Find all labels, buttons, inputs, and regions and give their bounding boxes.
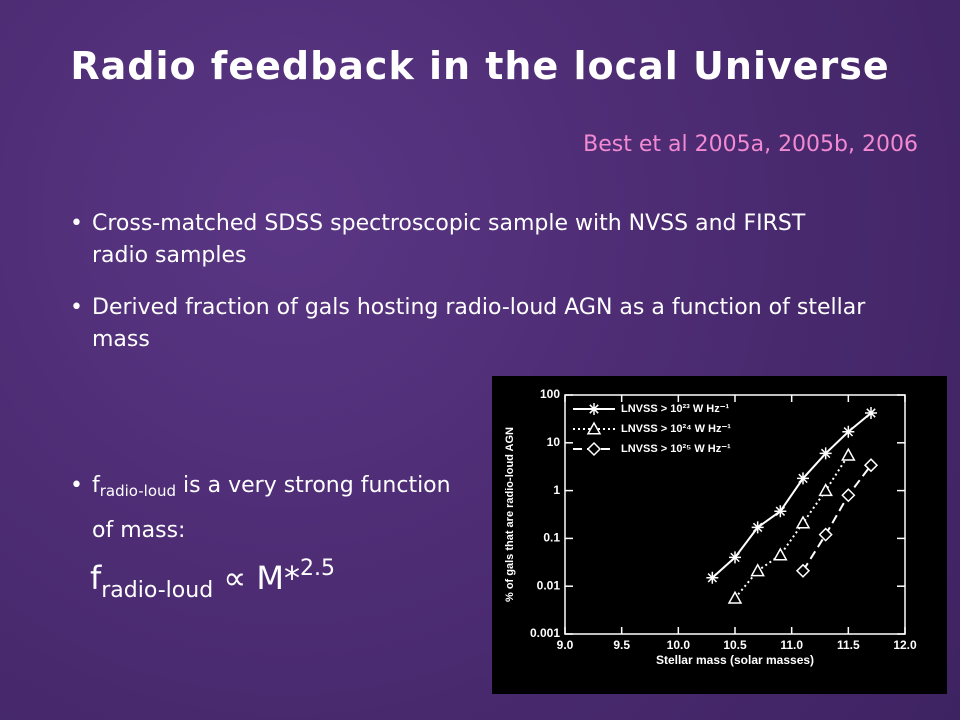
marker: [818, 483, 833, 497]
marker: [819, 447, 832, 460]
relation: ∝: [223, 559, 247, 597]
marker: [729, 551, 741, 564]
y-tick-label: 0.001: [530, 626, 560, 640]
legend-label: LNVSS > 10²³ W Hz⁻¹: [621, 403, 730, 415]
marker: [588, 403, 600, 415]
x-tick-label: 11.5: [837, 638, 860, 652]
x-tick-label: 10.5: [723, 638, 747, 652]
legend-label: LNVSS > 10²⁵ W Hz⁻¹: [621, 443, 731, 455]
y-tick-label: 0.01: [537, 578, 561, 592]
subscript: radio-loud: [101, 578, 214, 603]
chart: 9.0 9.5 10.0 10.5 11.0 11.5 12.0 0.001 0.01 0.1 1 1…: [492, 376, 947, 694]
x-tick-label: 11.0: [780, 638, 803, 652]
x-tick-label: 12.0: [893, 638, 917, 652]
legend-label: LNVSS > 10²⁴ W Hz⁻¹: [621, 423, 731, 435]
formula: fradio-loud ∝ M*2.5: [90, 556, 335, 603]
slide-title: Radio feedback in the local Universe: [70, 44, 890, 88]
mass: M: [256, 559, 284, 597]
bullet-text: Derived fraction of gals hosting radio-l…: [92, 295, 866, 352]
exponent: 2.5: [299, 556, 335, 581]
bullet-text: Cross-matched SDSS spectroscopic sample …: [92, 211, 806, 268]
bullet: • Derived fraction of gals hosting radio-…: [70, 292, 900, 356]
subscript: radio-loud: [99, 482, 177, 500]
marker: [750, 563, 765, 577]
x-tick-label: 9.5: [613, 638, 630, 652]
symbol: f: [92, 473, 100, 498]
marker: [586, 421, 602, 435]
marker: [841, 488, 856, 503]
y-tick-label: 1: [553, 483, 560, 497]
marker: [795, 563, 811, 578]
bullet: • fradio-loud is a very strong function o…: [70, 473, 451, 543]
marker: [774, 505, 787, 518]
marker: [751, 521, 764, 534]
citation: Best et al 2005a, 2005b, 2006: [583, 132, 918, 157]
marker: [773, 547, 788, 561]
marker: [865, 407, 877, 420]
marker: [706, 571, 719, 584]
x-tick-label: 10.0: [667, 638, 691, 652]
marker: [727, 590, 743, 604]
bullet-text: is a very strong function of mass:: [92, 473, 451, 543]
y-tick-label: 10: [547, 435, 561, 449]
star: *: [283, 559, 300, 597]
marker: [841, 447, 856, 461]
marker: [797, 472, 809, 485]
y-axis-label: % of gals that are radio-loud AGN: [504, 427, 516, 602]
series-line: [802, 464, 872, 572]
x-tick-label: 9.0: [557, 638, 574, 652]
x-axis-label: Stellar mass (solar masses): [656, 653, 814, 667]
y-tick-label: 100: [540, 387, 560, 401]
marker: [795, 515, 811, 529]
y-tick-label: 0.1: [543, 531, 560, 545]
marker: [863, 458, 879, 473]
marker: [586, 441, 602, 457]
bullet: • Cross-matched SDSS spectroscopic sample…: [70, 208, 830, 272]
marker: [842, 425, 855, 438]
symbol: f: [90, 559, 102, 597]
marker: [818, 527, 833, 542]
